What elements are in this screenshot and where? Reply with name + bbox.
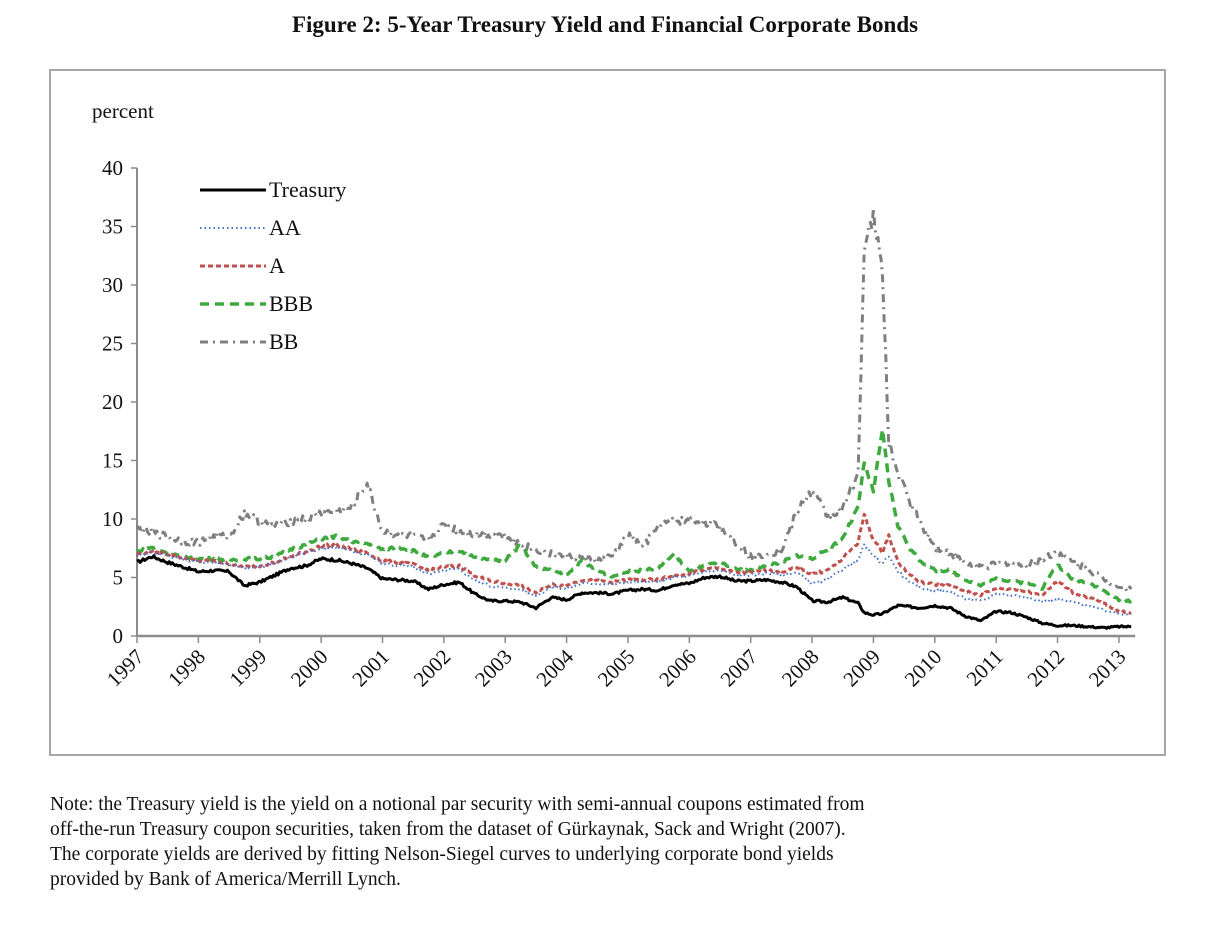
- x-tick-label: 2011: [962, 645, 1008, 691]
- x-tick-label: 2001: [347, 645, 394, 692]
- x-tick-label: 2007: [716, 645, 763, 692]
- y-tick-label: 35: [102, 215, 123, 239]
- x-tick-label: 2004: [531, 644, 578, 691]
- x-tick-label: 2012: [1022, 645, 1069, 692]
- y-tick-label: 25: [102, 332, 123, 356]
- figure-title: Figure 2: 5-Year Treasury Yield and Fina…: [291, 12, 919, 37]
- x-tick-label: 2005: [593, 645, 640, 692]
- legend-label-bbb: BBB: [269, 291, 313, 316]
- x-tick-label: 1997: [102, 645, 149, 692]
- legend-label-treasury: Treasury: [269, 177, 346, 202]
- legend-label-a: A: [269, 253, 285, 278]
- x-tick-label: 2010: [900, 645, 947, 692]
- series-line-a: [135, 512, 1132, 615]
- x-tick-label: 2003: [470, 645, 517, 692]
- legend-label-bb: BB: [269, 329, 298, 354]
- legend-label-aa: AA: [269, 215, 301, 240]
- note-line: Note: the Treasury yield is the yield on…: [50, 794, 865, 815]
- series-group: [135, 206, 1133, 630]
- x-tick-label: 2000: [286, 645, 333, 692]
- x-tick-label: 2002: [409, 645, 456, 692]
- y-axis-label: percent: [92, 99, 154, 123]
- y-tick-label: 40: [102, 156, 123, 180]
- x-tick-label: 2006: [654, 645, 701, 692]
- y-tick-label: 15: [102, 449, 123, 473]
- x-tick-label: 2013: [1084, 645, 1131, 692]
- series-line-treasury: [136, 554, 1132, 630]
- series-line-bbb: [136, 427, 1133, 604]
- note-line: The corporate yields are derived by fitt…: [50, 844, 834, 865]
- y-ticks: 0 5 10 15 20 25 30 35 40: [102, 156, 137, 648]
- x-tick-label: 2008: [777, 645, 824, 692]
- x-tick-label: 1999: [225, 645, 272, 692]
- x-tick-label: 2009: [838, 645, 885, 692]
- note-line: off-the-run Treasury coupon securities, …: [50, 819, 846, 840]
- series-line-bb: [135, 206, 1133, 593]
- y-tick-label: 20: [102, 390, 123, 414]
- y-tick-label: 0: [113, 624, 124, 648]
- chart-frame: [49, 69, 1166, 756]
- note-line: provided by Bank of America/Merrill Lync…: [50, 869, 401, 890]
- series-line-aa: [136, 543, 1132, 616]
- y-tick-label: 10: [102, 507, 123, 531]
- y-tick-label: 30: [102, 273, 123, 297]
- x-tick-label: 1998: [163, 645, 210, 692]
- y-tick-label: 5: [113, 566, 124, 590]
- figure-note: Note: the Treasury yield is the yield on…: [50, 792, 1180, 892]
- x-ticks: 1997 1998 1999 2000 2001 2002 2003 2004 2005 2006…: [102, 636, 1131, 692]
